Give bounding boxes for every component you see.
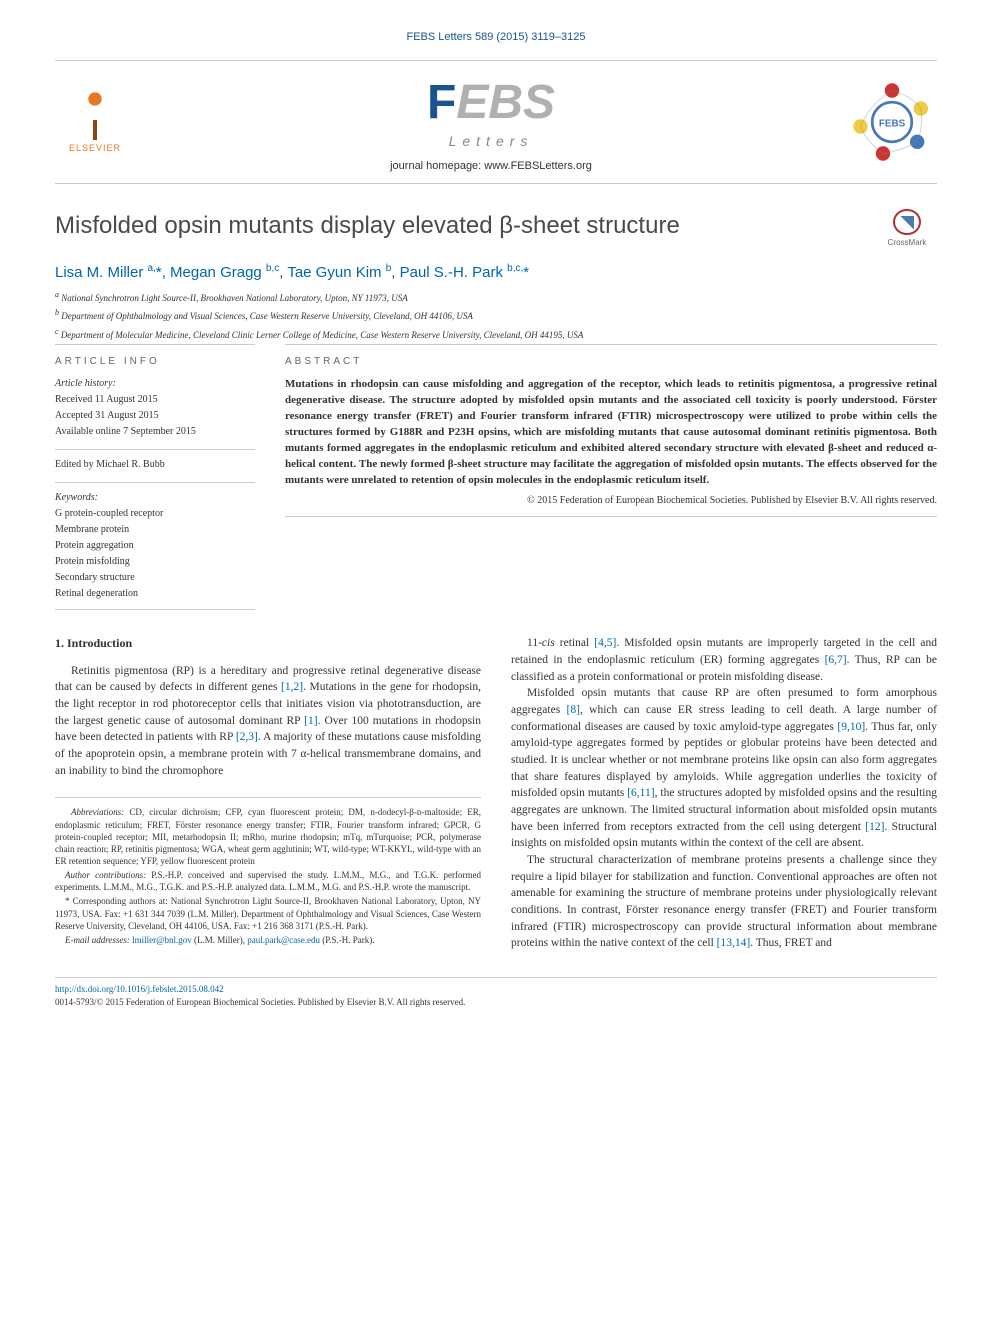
body-column-right: 11-cis retinal [4,5]. Misfolded opsin mu… [511,635,937,952]
email-name-2: (P.S.-H. Park). [320,935,375,945]
ref-link[interactable]: [6,7] [825,654,847,666]
author-contrib-footnote: Author contributions: P.S.-H.P. conceive… [55,869,481,893]
email-footnote: E-mail addresses: lmiller@bnl.gov (L.M. … [55,934,481,946]
abbreviations-footnote: Abbreviations: CD, circular dichroism; C… [55,806,481,867]
history-label: Article history: [55,377,255,391]
crossmark-badge[interactable]: CrossMark [877,209,937,249]
febs-ebs: EBS [456,69,555,136]
keyword: Secondary structure [55,571,255,585]
article-info-heading: ARTICLE INFO [55,355,255,369]
abstract-text: Mutations in rhodopsin can cause misfold… [285,377,937,489]
ref-link[interactable]: [2,3] [236,731,258,743]
homepage-label: journal homepage: [390,160,484,172]
homepage-url[interactable]: www.FEBSLetters.org [484,160,592,172]
affiliation: b Department of Ophthalmology and Visual… [55,307,937,323]
section-1-heading: 1. Introduction [55,635,481,652]
keyword: Protein aggregation [55,539,255,553]
affiliation: a National Synchrotron Light Source-II, … [55,289,937,305]
crossmark-label: CrossMark [888,237,927,248]
abbrev-label: Abbreviations: [71,807,124,817]
edited-by: Edited by Michael R. Bubb [55,458,255,472]
ref-link[interactable]: [6,11] [627,787,654,799]
ref-link[interactable]: [4,5] [594,637,616,649]
ref-link[interactable]: [1,2] [281,681,303,693]
febs-badge-icon: FEBS [847,77,937,167]
journal-homepage: journal homepage: www.FEBSLetters.org [390,159,592,174]
keywords-label: Keywords: [55,491,255,505]
issn-line: 0014-5793/© 2015 Federation of European … [55,996,937,1009]
svg-text:FEBS: FEBS [879,118,906,129]
body-paragraph: Retinitis pigmentosa (RP) is a hereditar… [55,663,481,780]
article-info: ARTICLE INFO Article history: Received 1… [55,344,255,610]
body-column-left: 1. Introduction Retinitis pigmentosa (RP… [55,635,481,952]
authors: Lisa M. Miller a,*, Megan Gragg b,c, Tae… [55,262,937,283]
header-row: ELSEVIER F EBS Letters journal homepage:… [55,60,937,183]
ref-link[interactable]: [1] [304,715,317,727]
journal-logo: F EBS Letters journal homepage: www.FEBS… [390,69,592,174]
doi-link[interactable]: http://dx.doi.org/10.1016/j.febslet.2015… [55,984,224,994]
keyword: G protein-coupled receptor [55,507,255,521]
corresponding-label: * Corresponding authors at: [65,896,171,906]
author-contrib-label: Author contributions: [65,870,146,880]
body-paragraph: The structural characterization of membr… [511,852,937,952]
accepted-date: Accepted 31 August 2015 [55,409,255,423]
email-link-2[interactable]: paul.park@case.edu [247,935,320,945]
ref-link[interactable]: [12] [865,821,884,833]
elsevier-tree-icon [70,90,120,140]
crossmark-icon [893,209,921,236]
keyword: Membrane protein [55,523,255,537]
ref-link[interactable]: [9,10] [837,721,865,733]
febs-f: F [427,69,456,136]
footnotes: Abbreviations: CD, circular dichroism; C… [55,797,481,946]
ref-link[interactable]: [13,14] [717,937,751,949]
febs-letters: Letters [390,132,592,152]
body-paragraph: 11-cis retinal [4,5]. Misfolded opsin mu… [511,635,937,685]
abstract-column: ABSTRACT Mutations in rhodopsin can caus… [285,344,937,610]
header-citation: FEBS Letters 589 (2015) 3119–3125 [55,30,937,45]
keyword: Protein misfolding [55,555,255,569]
article-title: Misfolded opsin mutants display elevated… [55,209,877,243]
keyword: Retinal degeneration [55,587,255,601]
abstract-copyright: © 2015 Federation of European Biochemica… [285,494,937,508]
corresponding-footnote: * Corresponding authors at: National Syn… [55,895,481,931]
abstract-heading: ABSTRACT [285,355,937,369]
email-label: E-mail addresses: [65,935,130,945]
ref-link[interactable]: [8] [567,704,580,716]
page-footer: http://dx.doi.org/10.1016/j.febslet.2015… [55,977,937,1008]
received-date: Received 11 August 2015 [55,393,255,407]
email-name-1: (L.M. Miller), [192,935,248,945]
affiliation: c Department of Molecular Medicine, Clev… [55,326,937,342]
elsevier-logo[interactable]: ELSEVIER [55,82,135,162]
email-link-1[interactable]: lmiller@bnl.gov [132,935,192,945]
body-paragraph: Misfolded opsin mutants that cause RP ar… [511,685,937,852]
available-date: Available online 7 September 2015 [55,425,255,439]
elsevier-text: ELSEVIER [69,142,121,155]
